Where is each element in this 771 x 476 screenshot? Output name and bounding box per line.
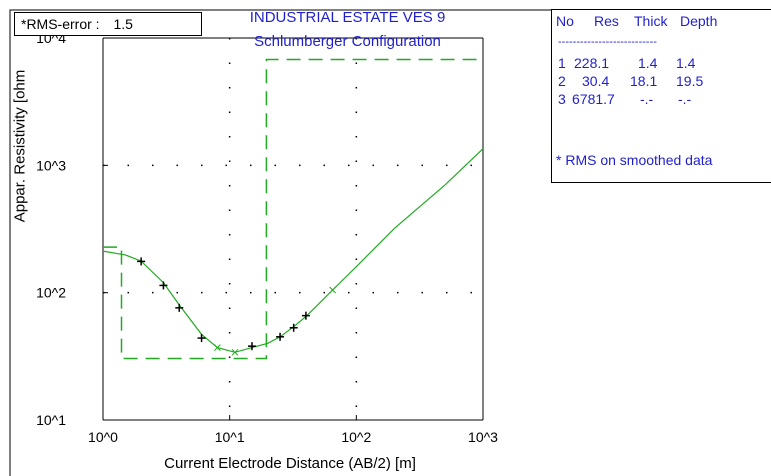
observed-data-point (289, 323, 298, 332)
calculated-data-point (329, 286, 336, 294)
x-tick-label: 10^2 (341, 429, 371, 445)
row1-res: 228.1 (574, 55, 610, 71)
observed-data-point (175, 303, 184, 312)
fitted-curve-layer (102, 148, 484, 353)
y-tick-label: 10^2 (36, 285, 66, 301)
layer-model-panel: No Res Thick Depth ---------------------… (551, 9, 771, 183)
x-tick-label: 10^1 (215, 429, 245, 445)
calculated-point-b (329, 286, 336, 294)
calculated-data-point (214, 344, 221, 352)
observed-data-point (247, 342, 256, 351)
calculated-data-point (231, 348, 239, 356)
observed-data-point (159, 281, 168, 290)
y-tick-label: 10^3 (36, 157, 66, 173)
row3-thick: -.- (640, 91, 654, 107)
row2-depth: 19.5 (676, 73, 704, 89)
calculated-point-b (214, 344, 221, 352)
grid-layer (102, 37, 484, 421)
chart-title: INDUSTRIAL ESTATE VES 9 (249, 9, 446, 26)
x-tick-label: 10^0 (88, 429, 118, 445)
row1-no: 1 (558, 55, 566, 71)
layer-model-line (103, 58, 483, 360)
x-tick-label: 10^3 (468, 429, 498, 445)
x-axis-label: Current Electrode Distance (AB/2) [m] (164, 455, 416, 472)
rms-note: * RMS on smoothed data (556, 152, 713, 168)
col-header-no: No (556, 13, 574, 29)
row2-no: 2 (558, 73, 566, 89)
row1-thick: 1.4 (638, 55, 658, 71)
y-tick-label: 10^1 (36, 412, 66, 428)
row3-depth: -.- (678, 91, 692, 107)
row2-thick: 18.1 (630, 73, 658, 89)
observed-data-point (137, 257, 146, 266)
outer-frame (9, 9, 771, 476)
chart-subtitle: Schlumberger Configuration (254, 33, 441, 50)
row2-res: 30.4 (582, 73, 610, 89)
data-point-layer (137, 257, 336, 356)
row3-res: 6781.7 (572, 91, 615, 107)
calculated-point-b (231, 348, 239, 356)
tick-label-layer: 10^0 10^1 10^2 10^310^110^210^310^4 (36, 30, 498, 445)
observed-data-point (301, 311, 310, 320)
col-header-res: Res (594, 13, 619, 29)
row3-no: 3 (558, 91, 566, 107)
plot-frame (9, 9, 771, 476)
col-header-depth: Depth (680, 13, 718, 29)
y-axis-label: Appar. Resistivity [ohm (11, 69, 29, 223)
row1-depth: 1.4 (676, 55, 696, 71)
rms-error-box: *RMS-error : 1.5 (14, 12, 202, 36)
col-header-thick: Thick (634, 13, 668, 29)
fitted-curve-line (102, 148, 484, 353)
rms-error-label: *RMS-error : (21, 16, 100, 32)
observed-data-point (197, 334, 206, 343)
rms-error-value: 1.5 (113, 16, 133, 32)
layer-model-layer (103, 58, 483, 360)
table-separator: --------------------------- (558, 36, 657, 48)
observed-data-point (276, 332, 285, 341)
